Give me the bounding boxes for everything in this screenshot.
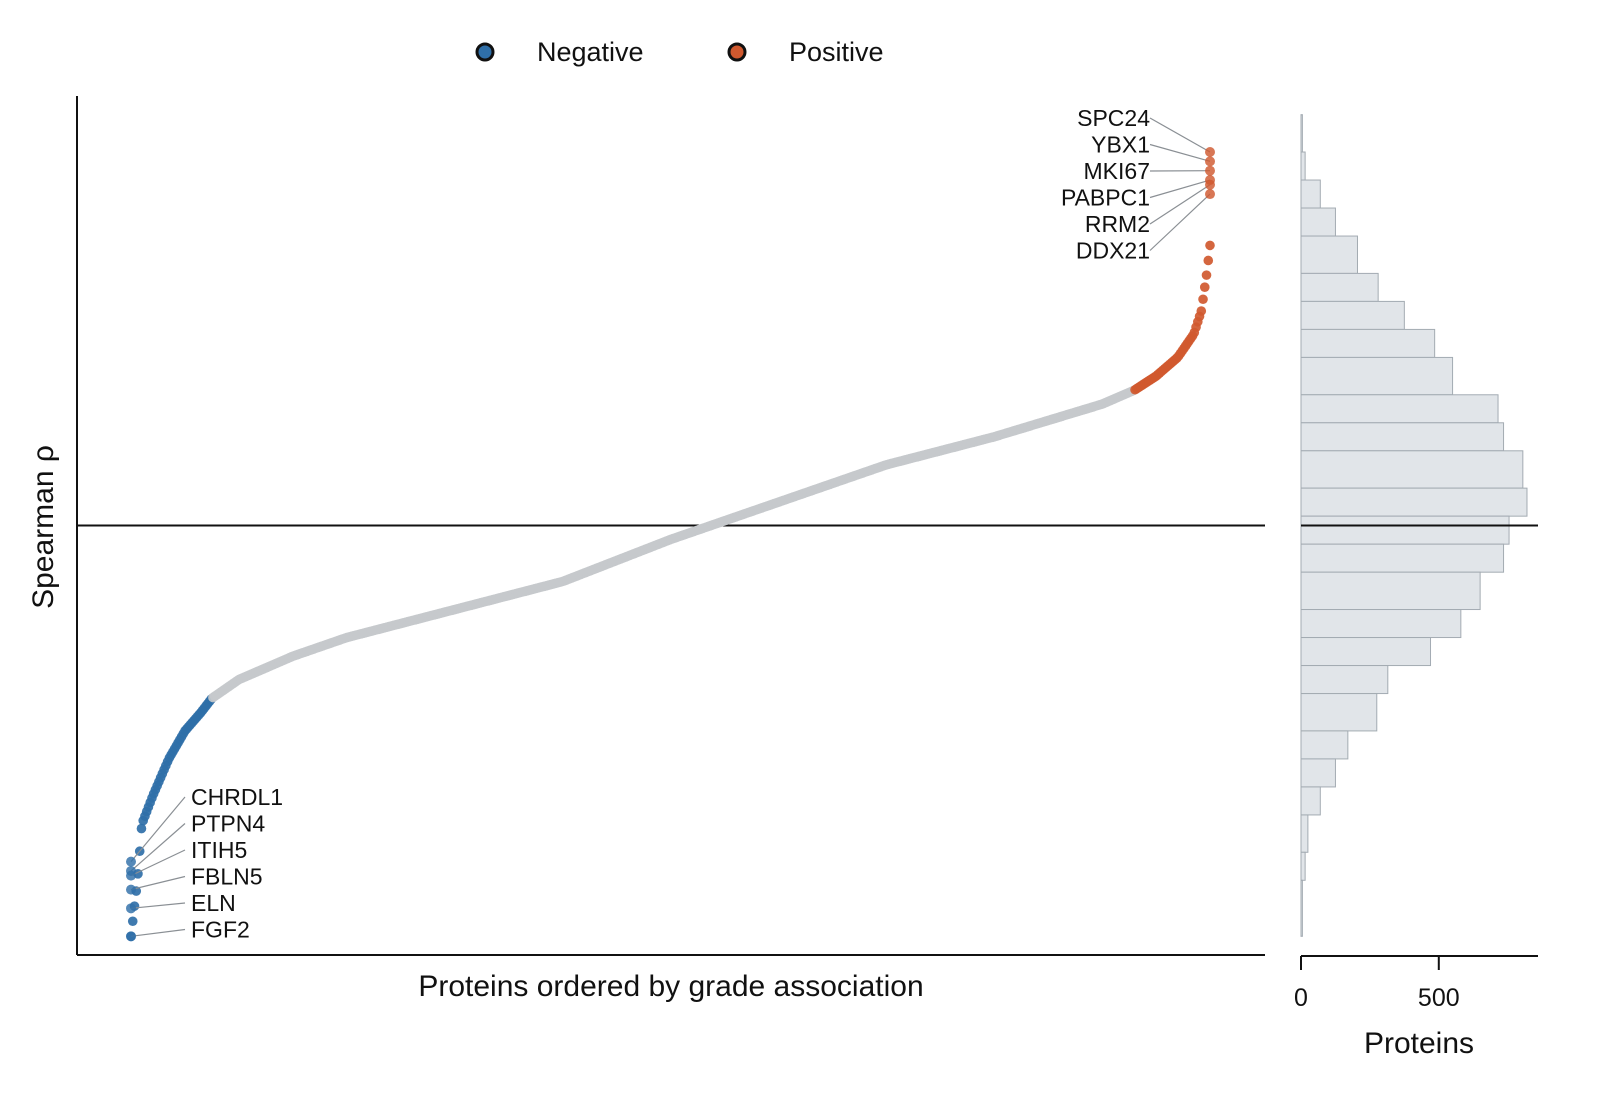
histogram-bar — [1300, 114, 1303, 153]
labeled-negative-point — [126, 856, 136, 867]
histogram-bar — [1300, 758, 1336, 788]
histogram-bar — [1300, 730, 1349, 760]
histogram-bar — [1300, 851, 1306, 881]
label-leader-line — [130, 875, 186, 891]
histogram-bar — [1300, 571, 1481, 611]
legend-label-positive: Positive — [789, 37, 884, 67]
gene-label: RRM2 — [1085, 211, 1150, 237]
histogram-bar — [1300, 394, 1499, 424]
legend-marker-positive — [727, 42, 747, 62]
label-leader-line — [1149, 184, 1211, 225]
label-leader-line — [130, 902, 186, 909]
negative-point — [127, 916, 138, 927]
labeled-positive-point — [1205, 156, 1215, 167]
gene-label: PTPN4 — [191, 811, 265, 837]
positive-point — [1196, 306, 1207, 316]
histogram-bar — [1300, 450, 1524, 489]
histogram-bar — [1300, 487, 1528, 517]
labeled-positive-point — [1205, 165, 1215, 176]
labeled-negative-point — [126, 884, 136, 895]
label-leader-line — [130, 823, 186, 872]
label-leader-line — [1149, 117, 1211, 153]
histogram-bar — [1300, 543, 1505, 573]
gene-label: PABPC1 — [1061, 185, 1150, 211]
histogram-bar — [1300, 300, 1405, 330]
label-leader-line — [1149, 193, 1211, 251]
histogram-x-axis-title: Proteins — [1364, 1027, 1474, 1060]
label-leader-line — [130, 849, 186, 877]
labeled-negative-point — [126, 870, 136, 881]
histogram-bar — [1300, 272, 1379, 302]
label-leader-line — [1149, 179, 1211, 199]
negative-point — [136, 823, 147, 834]
gene-label: DDX21 — [1076, 238, 1150, 264]
histogram-bar — [1300, 637, 1432, 667]
legend-marker-negative — [475, 42, 495, 62]
histogram-bar — [1300, 207, 1336, 237]
histogram-bar — [1300, 879, 1303, 937]
histogram-bar — [1300, 665, 1389, 695]
labeled-negative-point — [126, 903, 136, 914]
histogram-bar — [1300, 609, 1462, 639]
histogram-bar — [1300, 693, 1378, 732]
y-axis-title: Spearman ρ — [27, 445, 60, 609]
label-leader-line — [130, 796, 186, 863]
x-axis-title: Proteins ordered by grade association — [418, 970, 923, 1003]
positive-point — [1198, 294, 1208, 305]
label-leader-line — [1149, 143, 1211, 162]
gene-label: MKI67 — [1084, 158, 1150, 184]
gene-label: SPC24 — [1077, 105, 1150, 131]
label-leader-line — [130, 928, 186, 937]
gene-label: FBLN5 — [191, 864, 263, 890]
gene-label: FGF2 — [191, 917, 250, 943]
labeled-positive-point — [1205, 179, 1215, 190]
labeled-positive-point — [1205, 147, 1215, 158]
gene-label: YBX1 — [1091, 132, 1150, 158]
histogram-bar — [1300, 515, 1510, 545]
histogram-bar — [1300, 786, 1321, 816]
gene-label: CHRDL1 — [191, 784, 283, 810]
labeled-negative-point — [126, 931, 136, 942]
legend: Negative Positive — [475, 37, 884, 67]
histogram-tick-label: 0 — [1294, 984, 1308, 1012]
histogram-bar — [1300, 422, 1505, 452]
histogram-panel: 0 500 Proteins — [1294, 114, 1538, 1060]
histogram-bar — [1300, 235, 1358, 274]
histogram-bar — [1300, 151, 1306, 181]
histogram-tick-label: 500 — [1418, 984, 1460, 1012]
positive-point — [1205, 240, 1215, 251]
histogram-bar — [1300, 179, 1321, 209]
histogram-bar — [1300, 328, 1436, 358]
gene-label: ITIH5 — [191, 837, 247, 863]
histogram-bar — [1300, 814, 1309, 853]
positive-point — [1203, 255, 1214, 266]
positive-point — [1199, 282, 1210, 292]
gene-label: ELN — [191, 890, 236, 916]
positive-point — [1201, 270, 1212, 280]
legend-label-negative: Negative — [537, 37, 644, 67]
histogram-bar — [1300, 356, 1454, 396]
labeled-positive-point — [1205, 189, 1215, 200]
